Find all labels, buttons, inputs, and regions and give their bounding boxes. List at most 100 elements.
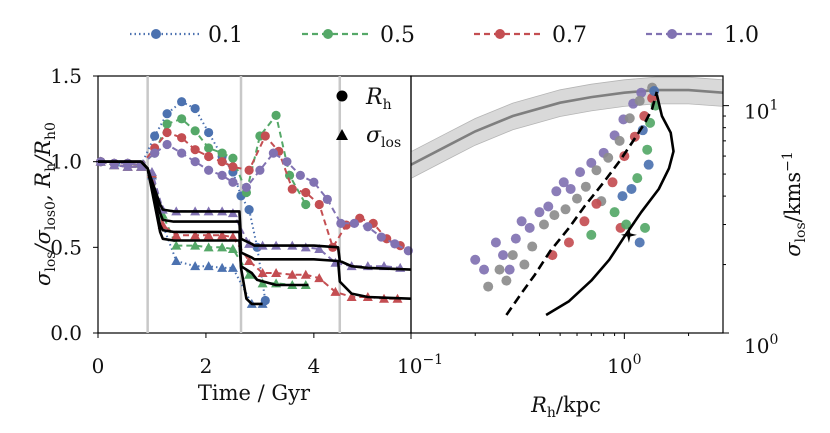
scatter-point-39 (563, 237, 574, 248)
right-plot-content (411, 76, 723, 317)
scatter-point-1 (479, 264, 490, 275)
legend-rh-marker (336, 90, 348, 102)
series-point-1.0-6 (390, 239, 400, 249)
right-y-axis-label: σlos/kms−1 (780, 151, 809, 257)
series-triangle-0.7-5 (171, 230, 182, 240)
scatter-point-7 (524, 222, 535, 233)
scatter-point-21 (494, 264, 505, 275)
scatter-point-30 (580, 181, 591, 192)
scatter-point-11 (558, 177, 569, 188)
scatter-point-26 (538, 219, 549, 230)
scatter-point-6 (516, 216, 527, 227)
series-point-0.7-4 (190, 145, 200, 155)
series-triangle-0.5-3 (217, 242, 228, 252)
scatter-point-41 (591, 198, 602, 209)
inner-legend: Rh σlos (336, 85, 401, 151)
series-triangle-1.0-7 (314, 244, 325, 254)
scatter-point-40 (579, 216, 590, 227)
scatter-point-23 (507, 250, 518, 261)
series-triangle-1.0-7 (136, 161, 147, 171)
series-point-0.5-2 (177, 114, 187, 124)
x-tick-label-1: 2 (200, 354, 213, 378)
scatter-point-35 (634, 95, 645, 106)
scatter-point-42 (607, 177, 618, 188)
y-tick-label-3: 1.5 (50, 64, 82, 88)
legend-label-0.5: 0.5 (380, 23, 415, 48)
series-point-1.0-6 (217, 170, 227, 180)
series-triangle-0.7-5 (271, 268, 282, 278)
series-point-0.7-4 (287, 184, 297, 194)
scatter-point-9 (543, 201, 554, 212)
dashed-track (505, 91, 659, 316)
series-triangle-0.5-3 (257, 278, 268, 288)
series-point-0.5-2 (301, 199, 311, 210)
series-triangle-0.5-3 (203, 242, 214, 252)
scatter-point-10 (551, 186, 562, 197)
left-plot-content (95, 76, 413, 333)
relation-median-line (411, 88, 723, 166)
left-panel: 0 2 4 0.0 0.5 1.0 1.5 Rh σlos Time / Gyr σlos/σ… (31, 64, 413, 405)
series-point-0.7-4 (217, 157, 227, 167)
scatter-point-55 (640, 222, 651, 233)
scatter-point-44 (629, 131, 640, 142)
x-tick-label-2: 4 (307, 354, 320, 378)
scatter-point-4 (504, 264, 515, 275)
solid-track (545, 94, 675, 317)
legend-marker-0.5 (323, 29, 333, 39)
right-tick-labels: 10−1 100 100 101 (397, 98, 778, 378)
scatter-point-57 (634, 237, 645, 248)
series-point-1.0-6 (363, 222, 373, 232)
series-point-0.1-0 (190, 103, 200, 114)
series-point-0.5-2 (190, 126, 200, 136)
observed-star-marker (620, 226, 637, 243)
series-point-0.1-0 (244, 205, 254, 215)
series-triangle-0.7-5 (314, 273, 325, 283)
scatter-point-27 (549, 210, 560, 221)
series-point-1.0-6 (190, 157, 200, 167)
series-triangle-0.7-5 (190, 230, 201, 240)
scatter-point-34 (624, 113, 635, 124)
y-tick-label-1: 0.5 (50, 235, 82, 259)
series-triangle-0.1-1 (203, 261, 214, 271)
scatter-point-59 (637, 125, 648, 136)
x-tick-label-0: 0 (92, 354, 105, 378)
series-point-0.1-0 (204, 127, 214, 138)
series-point-0.5-2 (162, 119, 172, 129)
legend-label-1.0: 1.0 (724, 23, 759, 48)
series-point-1.0-6 (376, 232, 386, 242)
series-point-0.7-4 (162, 127, 172, 138)
series-point-0.5-2 (271, 110, 281, 121)
scatter-point-0 (470, 254, 481, 265)
series-triangle-0.7-5 (227, 232, 238, 242)
legend-sigma-label: σlos (366, 123, 401, 151)
series-point-0.7-4 (244, 165, 254, 175)
series-point-1.0-6 (255, 165, 265, 175)
series-point-0.7-4 (228, 162, 238, 172)
rx-tick-label-1: 100 (607, 352, 641, 378)
series-point-0.5-2 (228, 153, 238, 163)
series-point-1.0-6 (150, 148, 160, 158)
legend-label-0.1: 0.1 (208, 23, 243, 48)
series-point-1.0-6 (204, 165, 214, 175)
y-tick-label-0: 0.0 (50, 321, 82, 345)
scatter-point-5 (510, 233, 521, 244)
ry-tick-label-0: 100 (744, 332, 778, 358)
series-line-0.5-circle (100, 113, 307, 205)
left-x-axis-label: Time / Gyr (198, 381, 311, 405)
series-point-0.7-4 (301, 187, 311, 198)
left-y-axis-label: σlos/σlos0, Rh/Rh0 (31, 122, 59, 286)
scatter-point-12 (565, 183, 576, 194)
series-triangle-0.7-5 (330, 286, 341, 296)
series-triangle-0.7-5 (217, 230, 228, 240)
series-point-1.0-6 (268, 148, 278, 158)
series-triangle-0.7-5 (203, 230, 214, 240)
series-line-0.7-circle (100, 131, 401, 250)
scatter-point-33 (614, 135, 625, 146)
ry-tick-label-1: 101 (744, 98, 778, 124)
series-point-0.1-0 (162, 109, 172, 119)
legend-sigma-marker (336, 129, 348, 140)
series-triangle-0.7-5 (300, 269, 311, 279)
series-point-0.5-2 (217, 148, 227, 158)
scatter-point-58 (643, 159, 654, 170)
